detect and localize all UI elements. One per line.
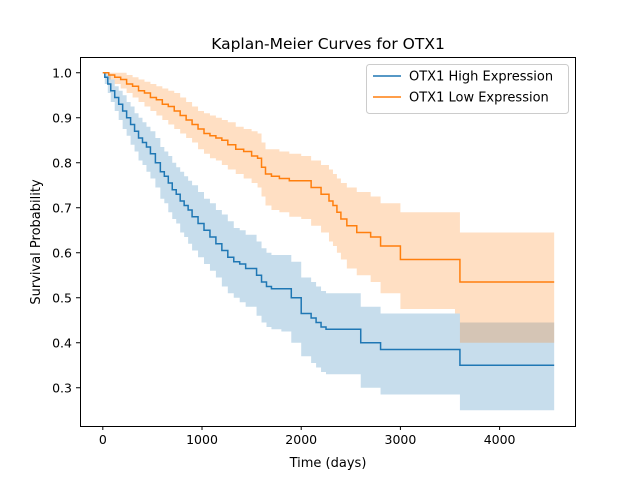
x-tick-label: 1000 [186,432,218,447]
x-axis-ticks: 0 1000 2000 3000 4000 [99,426,516,447]
survival-curve-high [102,72,555,366]
x-tick-label: 0 [99,432,107,447]
x-tick-label: 4000 [484,432,516,447]
y-axis-ticks: 0.3 0.4 0.5 0.6 0.7 0.8 0.9 1.0 [52,65,80,395]
x-axis-label: Time (days) [289,456,367,471]
y-tick-label: 0.4 [52,335,72,350]
y-tick-label: 0.5 [52,290,72,305]
legend-box [366,64,569,114]
y-tick-label: 0.3 [52,380,72,395]
y-tick-label: 0.8 [52,155,72,170]
y-tick-label: 1.0 [52,65,72,80]
legend-label-low: OTX1 Low Expression [409,91,549,106]
x-tick-label: 2000 [285,432,317,447]
y-tick-label: 0.9 [52,110,72,125]
plot-frame [80,57,576,427]
y-tick-label: 0.7 [52,200,72,215]
survival-curve-low [102,72,555,283]
y-axis-label: Survival Probability [29,179,44,305]
survival-curves [102,72,555,366]
y-tick-label: 0.6 [52,245,72,260]
confidence-band-low [102,72,555,343]
confidence-band-high [102,72,555,411]
legend-label-high: OTX1 High Expression [409,70,553,85]
chart-title: Kaplan-Meier Curves for OTX1 [211,35,445,53]
legend: OTX1 High Expression OTX1 Low Expression [366,64,569,114]
confidence-bands [102,72,555,411]
x-tick-label: 3000 [385,432,417,447]
